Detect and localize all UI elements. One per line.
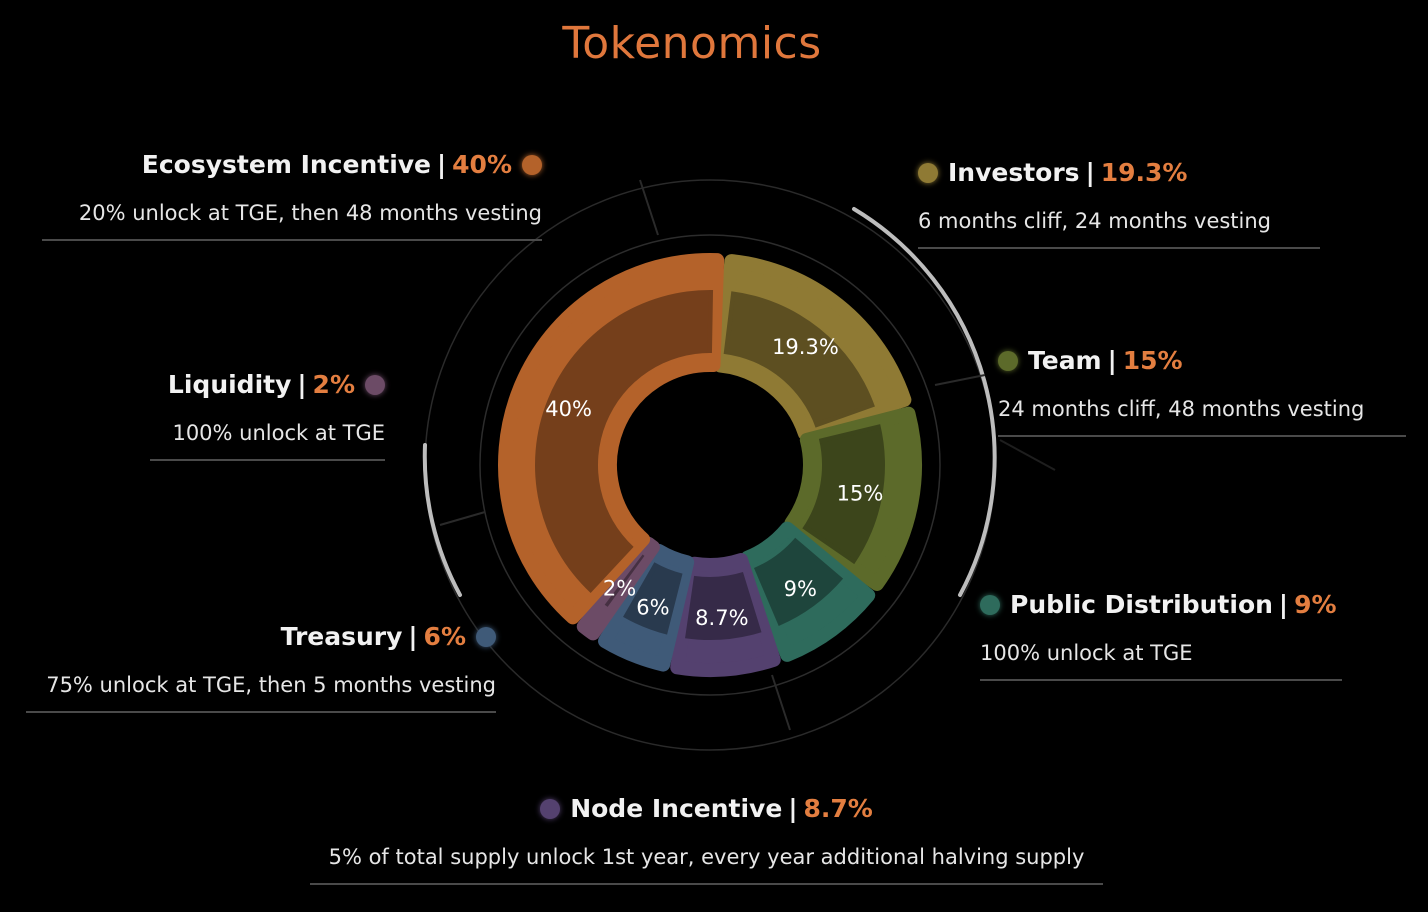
- legend-heading: Node Incentive | 8.7%: [310, 794, 1103, 823]
- deco-line: [999, 439, 1056, 471]
- legend-percent: 8.7%: [803, 794, 873, 823]
- accent-arc-right: [852, 207, 997, 597]
- slice-shade-node: [685, 572, 762, 640]
- slice-label-liquidity: 2%: [603, 577, 636, 601]
- legend-separator: |: [1278, 590, 1289, 619]
- slice-label-treasury: 6%: [636, 595, 669, 619]
- deco-line: [771, 674, 791, 731]
- legend-heading: Treasury | 6%: [26, 622, 496, 651]
- legend-description: 20% unlock at TGE, then 48 months vestin…: [78, 201, 542, 225]
- legend-divider: [42, 239, 542, 241]
- slice-label-investors: 19.3%: [772, 335, 839, 359]
- slice-label-ecosystem: 40%: [545, 397, 592, 421]
- legend-percent: 9%: [1294, 590, 1337, 619]
- legend-team: Team | 15% 24 months cliff, 48 months vesti…: [998, 346, 1406, 437]
- legend-separator: |: [437, 150, 447, 179]
- legend-name: Node Incentive: [570, 794, 783, 823]
- legend-percent: 19.3%: [1100, 158, 1188, 187]
- slice-shade-liquidity: [604, 554, 645, 607]
- legend-dot-icon: [918, 162, 938, 183]
- legend-public: Public Distribution | 9% 100% unlock at TGE: [980, 590, 1342, 681]
- legend-separator: |: [788, 794, 798, 823]
- slice-shade-ecosystem: [535, 289, 714, 593]
- slice-label-public: 9%: [784, 577, 817, 601]
- legend-description: 24 months cliff, 48 months vesting: [998, 397, 1365, 421]
- legend-description: 100% unlock at TGE: [172, 421, 385, 445]
- legend-heading: Investors | 19.3%: [918, 158, 1320, 187]
- legend-heading: Liquidity | 2%: [150, 370, 385, 399]
- slice-shade-investors: [723, 291, 875, 428]
- page-title: Tokenomics: [562, 18, 822, 69]
- legend-ecosystem: Ecosystem Incentive | 40% 20% unlock at TGE…: [42, 150, 542, 241]
- slice-label-team: 15%: [837, 482, 884, 506]
- legend-dot-icon: [476, 626, 496, 647]
- legend-treasury: Treasury | 6% 75% unlock at TGE, then 5 mon…: [26, 622, 496, 713]
- slice-public: [740, 521, 876, 662]
- legend-separator: |: [1107, 346, 1117, 375]
- legend-heading: Team | 15%: [998, 346, 1406, 375]
- legend-description: 75% unlock at TGE, then 5 months vesting: [46, 673, 496, 697]
- legend-dot-icon: [980, 594, 1000, 615]
- legend-name: Treasury: [280, 622, 403, 651]
- legend-name: Liquidity: [167, 370, 292, 399]
- slice-team: [784, 406, 922, 591]
- legend-divider: [998, 435, 1406, 437]
- slice-investors: [713, 254, 912, 441]
- legend-heading: Public Distribution | 9%: [980, 590, 1342, 619]
- legend-liquidity: Liquidity | 2% 100% unlock at TGE: [150, 370, 385, 461]
- legend-percent: 6%: [423, 622, 466, 651]
- legend-heading: Ecosystem Incentive | 40%: [42, 150, 542, 179]
- deco-line: [639, 179, 659, 236]
- legend-separator: |: [408, 622, 418, 651]
- slice-node: [670, 553, 781, 677]
- legend-dot-icon: [365, 374, 385, 395]
- legend-divider: [150, 459, 385, 461]
- slice-shade-team: [802, 424, 885, 565]
- deco-line: [934, 374, 986, 386]
- accent-arc-left: [422, 443, 462, 597]
- legend-investors: Investors | 19.3% 6 months cliff, 24 months…: [918, 158, 1320, 249]
- legend-name: Ecosystem Incentive: [141, 150, 432, 179]
- legend-description: 100% unlock at TGE: [980, 641, 1193, 665]
- legend-separator: |: [297, 370, 307, 399]
- legend-description: 5% of total supply unlock 1st year, ever…: [328, 845, 1085, 869]
- legend-percent: 15%: [1122, 346, 1183, 375]
- legend-node: Node Incentive | 8.7% 5% of total supply un…: [310, 794, 1103, 885]
- slice-treasury: [598, 543, 695, 672]
- legend-description: 6 months cliff, 24 months vesting: [918, 209, 1272, 233]
- legend-dot-icon: [998, 350, 1018, 371]
- legend-name: Public Distribution: [1010, 590, 1273, 619]
- slice-shade-treasury: [623, 562, 683, 635]
- legend-separator: |: [1085, 158, 1095, 187]
- slice-shade-public: [753, 537, 844, 626]
- slice-ecosystem: [498, 253, 725, 625]
- legend-percent: 40%: [452, 150, 512, 179]
- legend-divider: [918, 247, 1320, 249]
- deco-line: [439, 511, 486, 526]
- legend-divider: [26, 711, 496, 713]
- slice-label-node: 8.7%: [695, 606, 748, 630]
- inner-ring: [479, 234, 941, 696]
- legend-name: Team: [1028, 346, 1102, 375]
- legend-divider: [980, 679, 1342, 681]
- legend-dot-icon: [522, 154, 542, 175]
- legend-percent: 2%: [312, 370, 355, 399]
- legend-name: Investors: [948, 158, 1080, 187]
- legend-dot-icon: [540, 798, 561, 819]
- legend-divider: [310, 883, 1103, 885]
